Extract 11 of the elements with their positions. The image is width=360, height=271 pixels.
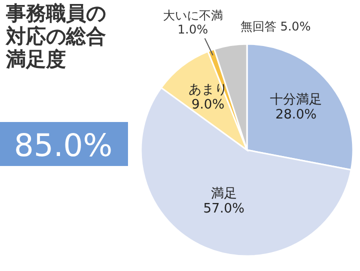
slice-label: あまり [188, 82, 228, 98]
text: 85.0% [14, 128, 112, 164]
text: 事務職員の対応の総合満足度 [6, 1, 107, 71]
slice-label: 無回答 5.0% [240, 20, 311, 34]
data-label: 1.0% [178, 22, 208, 36]
slice-label: 満足 [210, 186, 237, 202]
slice-label: 十分満足 [270, 92, 322, 108]
data-label: 9.0% [192, 98, 225, 113]
data-label: 28.0% [275, 107, 317, 122]
data-label: 57.0% [203, 201, 245, 216]
slice-label: 大いに不満 [162, 8, 223, 22]
